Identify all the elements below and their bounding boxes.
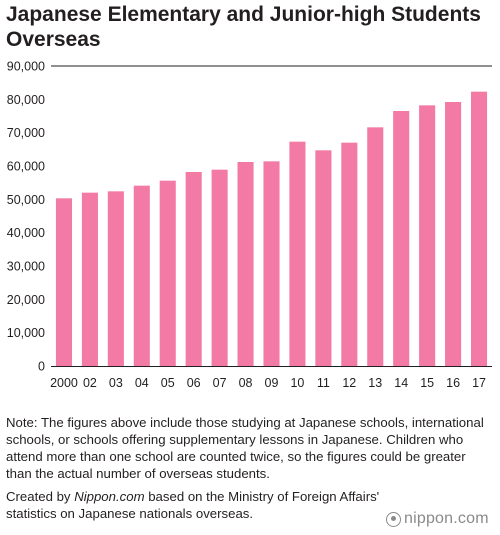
- bar: [81, 192, 98, 366]
- x-tick-label: 07: [213, 376, 227, 390]
- x-tick-label: 14: [394, 376, 408, 390]
- bar: [470, 91, 488, 367]
- chart-note: Note: The figures above include those st…: [6, 415, 484, 481]
- x-tick-label: 02: [83, 376, 97, 390]
- x-tick-label: 15: [420, 376, 434, 390]
- chart-title: Japanese Elementary and Junior-high Stud…: [6, 3, 481, 51]
- x-tick-label: 11: [317, 376, 330, 390]
- y-tick-label: 40,000: [7, 226, 45, 240]
- bar: [55, 198, 73, 366]
- x-tick-label: 03: [109, 376, 123, 390]
- bar: [419, 105, 436, 366]
- bar: [237, 162, 254, 366]
- nippon-logo-icon: [386, 511, 401, 527]
- bar: [263, 161, 280, 366]
- bar: [211, 169, 228, 366]
- bar: [133, 185, 150, 366]
- bar: [445, 102, 462, 366]
- logo-text: nippon.com: [404, 510, 489, 527]
- y-tick-label: 50,000: [7, 193, 45, 207]
- x-tick-label: 13: [368, 376, 382, 390]
- y-tick-label: 60,000: [7, 160, 45, 174]
- y-tick-label: 20,000: [7, 293, 45, 307]
- credit-suffix: based on the Ministry of Foreign Affairs…: [6, 489, 380, 521]
- y-tick-label: 10,000: [7, 326, 45, 340]
- x-tick-label: 2000: [50, 376, 78, 390]
- bar: [159, 180, 176, 366]
- x-tick-label: 06: [187, 376, 201, 390]
- x-tick-label: 09: [265, 376, 279, 390]
- x-tick-label: 12: [342, 376, 356, 390]
- bar: [315, 150, 332, 366]
- bar: [341, 142, 358, 366]
- bar: [393, 111, 410, 366]
- bar: [367, 127, 384, 366]
- x-tick-label: 16: [446, 376, 460, 390]
- x-tick-label: 04: [135, 376, 149, 390]
- y-tick-label: 90,000: [7, 60, 45, 74]
- source-credit: Created by Nippon.com based on the Minis…: [6, 488, 406, 522]
- credit-prefix: Created by: [6, 489, 75, 504]
- x-tick-label: 05: [161, 376, 175, 390]
- y-tick-label: 70,000: [7, 126, 45, 140]
- y-tick-label: 80,000: [7, 93, 45, 107]
- bar: [185, 172, 202, 366]
- x-tick-label: 10: [290, 376, 304, 390]
- x-tick-label: 08: [239, 376, 253, 390]
- y-tick-label: 0: [38, 360, 45, 374]
- bar: [107, 191, 124, 366]
- nippon-logo: nippon.com: [386, 508, 496, 530]
- bar: [289, 141, 306, 366]
- y-tick-label: 30,000: [7, 260, 45, 274]
- credit-site: Nippon.com: [74, 489, 145, 504]
- x-tick-label: 17: [472, 376, 486, 390]
- bar-chart: 0 10,000 20,000 30,000 40,000 50,000 60,000 70,…: [7, 60, 492, 390]
